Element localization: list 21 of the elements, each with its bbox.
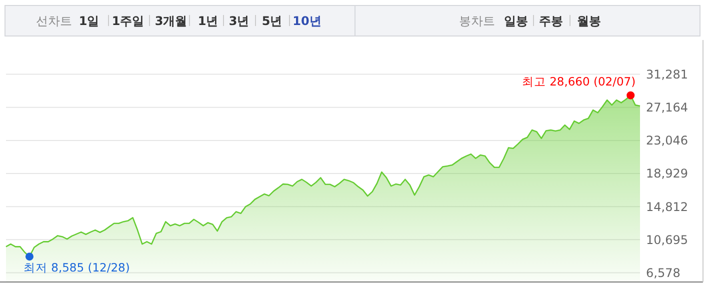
y-tick-label: 10,695 bbox=[646, 232, 688, 247]
text: 3년 bbox=[228, 14, 250, 28]
text: 5년 bbox=[262, 14, 282, 28]
text: 1주일 bbox=[112, 14, 144, 28]
text: 1일 bbox=[78, 14, 100, 28]
text: 일봉 bbox=[504, 14, 528, 28]
text: 주봉 bbox=[539, 14, 563, 28]
y-tick-label: 23,046 bbox=[646, 134, 688, 148]
annotation: 최고 28,660 (02/07) bbox=[522, 74, 636, 88]
annotation: 최저 8,585 (12/28) bbox=[23, 260, 130, 275]
text: 1년 bbox=[198, 14, 218, 28]
text: 월봉 bbox=[577, 14, 601, 28]
y-tick-label: 27,164 bbox=[646, 100, 688, 115]
text: 봉차트 bbox=[459, 14, 495, 28]
y-tick-label: 14,812 bbox=[646, 200, 688, 214]
text: 3개월 bbox=[154, 14, 188, 28]
text: 10년 bbox=[292, 14, 322, 28]
y-tick-label: 6,578 bbox=[646, 266, 680, 280]
y-tick-label: 18,929 bbox=[646, 166, 688, 181]
y-tick-label: 31,281 bbox=[646, 68, 688, 82]
text: 선차트 bbox=[36, 14, 72, 28]
